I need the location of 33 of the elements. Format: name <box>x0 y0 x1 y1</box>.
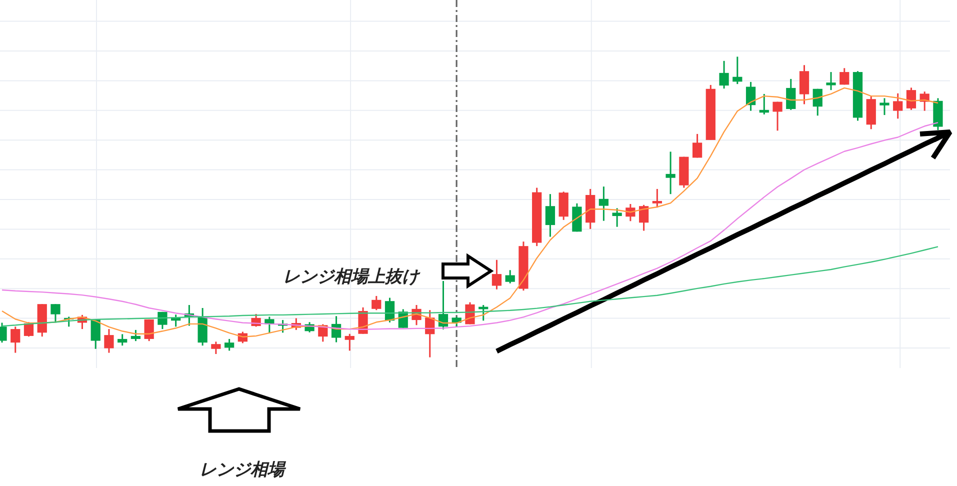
candlestick <box>772 101 782 132</box>
candlestick <box>638 204 649 232</box>
candlestick <box>104 328 114 354</box>
candlestick <box>90 318 100 350</box>
candlestick <box>732 56 742 85</box>
candlestick <box>652 188 662 208</box>
candlestick <box>880 97 890 116</box>
candlestick <box>799 64 810 105</box>
candlestick <box>130 329 141 342</box>
candlestick <box>372 295 382 311</box>
candlestick <box>666 150 676 195</box>
candlestick <box>10 326 20 354</box>
candlestick <box>344 333 354 352</box>
candlestick <box>893 92 903 120</box>
text: レンジ相場 <box>200 460 286 480</box>
candlestick <box>505 269 515 284</box>
candlestick <box>840 67 850 86</box>
candlestick <box>545 193 556 238</box>
annotation: レンジ相場上抜け <box>283 267 421 287</box>
candlestick <box>612 207 622 228</box>
candlestick <box>692 133 702 158</box>
candlestick <box>759 93 769 116</box>
candlestick <box>50 303 60 324</box>
candlestick <box>719 60 729 90</box>
candlestick <box>211 340 221 355</box>
candlestick <box>826 71 836 91</box>
candlestick <box>118 333 128 346</box>
candlestick <box>746 81 756 112</box>
candlestick <box>598 186 609 222</box>
candlestick <box>906 86 916 111</box>
candlestick <box>786 78 796 111</box>
candlestick <box>224 338 234 352</box>
candlestick <box>492 259 502 290</box>
